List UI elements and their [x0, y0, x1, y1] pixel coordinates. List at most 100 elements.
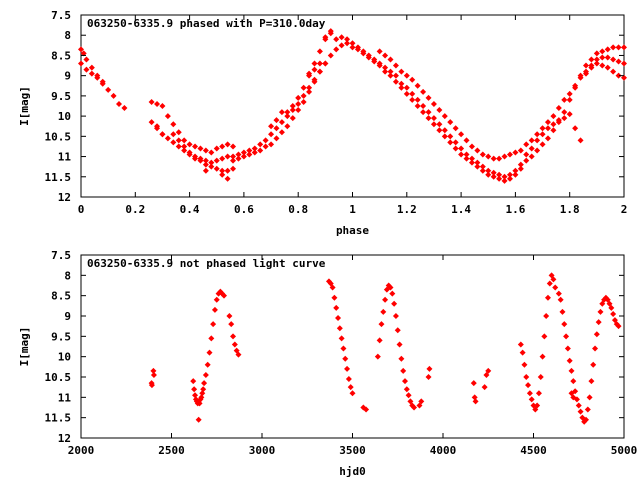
data-point — [411, 404, 418, 411]
data-point — [268, 131, 275, 138]
data-point — [398, 68, 405, 75]
data-point — [110, 92, 117, 99]
data-point — [170, 139, 177, 146]
data-point — [544, 294, 551, 301]
data-point — [208, 335, 215, 342]
data-point — [593, 56, 600, 63]
data-point — [344, 36, 351, 43]
data-point — [463, 137, 470, 144]
data-point — [452, 125, 459, 132]
data-point — [220, 292, 227, 299]
data-point — [202, 161, 209, 168]
data-point — [175, 143, 182, 150]
data-point — [273, 125, 280, 132]
data-point — [481, 384, 488, 391]
data-point — [468, 159, 475, 166]
data-point — [159, 103, 166, 109]
y-tick-label: 8 — [64, 29, 71, 42]
data-point — [392, 62, 399, 69]
data-point — [403, 72, 410, 79]
data-point — [363, 406, 370, 413]
data-point — [593, 60, 600, 67]
data-point — [338, 335, 345, 342]
data-point — [555, 290, 562, 297]
data-point — [577, 72, 584, 79]
data-point — [278, 119, 285, 126]
data-point — [208, 163, 215, 170]
data-point — [550, 121, 557, 128]
phased-light-curve-panel: 0 0.2 0.4 0.6 0.8 1 1.2 1.4 1.6 1.8 2 7.5 8 8.5 9 9.5 10… — [18, 9, 627, 237]
data-point — [197, 155, 204, 162]
data-point — [519, 349, 526, 356]
data-point — [561, 321, 568, 328]
data-point — [557, 296, 564, 303]
data-point — [230, 143, 237, 150]
data-point — [528, 396, 535, 403]
data-point — [593, 331, 600, 338]
data-points — [148, 272, 622, 425]
data-point — [164, 135, 171, 142]
data-point — [311, 78, 318, 85]
data-point — [608, 304, 615, 311]
data-point — [543, 313, 550, 319]
data-point — [295, 100, 302, 107]
data-point — [403, 90, 410, 97]
data-point — [311, 66, 318, 73]
data-point — [599, 48, 606, 55]
y-tick-label: 11 — [58, 151, 72, 164]
data-point — [485, 367, 492, 374]
data-point — [552, 284, 559, 291]
data-point — [192, 153, 199, 160]
data-point — [436, 121, 443, 128]
y-tick-label: 10.5 — [45, 130, 72, 143]
data-point — [471, 394, 478, 401]
data-point — [329, 284, 336, 291]
data-point — [213, 157, 220, 164]
data-point — [333, 36, 340, 43]
data-point — [300, 92, 307, 99]
data-point — [468, 143, 475, 150]
data-point — [447, 133, 454, 140]
data-point — [240, 149, 247, 156]
data-point — [425, 94, 432, 101]
data-point — [523, 157, 530, 164]
data-point — [347, 384, 354, 391]
data-point — [327, 52, 334, 59]
data-point — [534, 402, 541, 409]
x-tick-label: 1 — [349, 203, 356, 216]
y-axis-label: I[mag] — [18, 327, 31, 367]
data-point — [331, 294, 338, 301]
data-point — [335, 315, 342, 322]
data-point — [537, 374, 544, 380]
data-point — [512, 171, 519, 178]
data-point — [365, 54, 372, 61]
plot-frame — [80, 254, 625, 439]
data-point — [306, 84, 313, 91]
data-point — [83, 56, 90, 63]
data-point — [582, 416, 589, 423]
data-point — [588, 64, 595, 71]
data-point — [333, 46, 340, 53]
data-point — [566, 96, 573, 103]
data-point — [485, 171, 492, 178]
y-tick-label: 10 — [58, 110, 71, 123]
data-point — [295, 94, 302, 101]
data-point — [517, 165, 524, 172]
data-point — [202, 167, 209, 174]
y-tick-label: 9 — [64, 310, 71, 323]
data-point — [610, 44, 617, 51]
data-point — [257, 147, 264, 154]
data-point — [387, 72, 394, 79]
data-point — [425, 374, 432, 380]
data-point — [561, 115, 568, 122]
data-point — [568, 367, 575, 374]
data-point — [99, 78, 106, 85]
data-point — [564, 345, 571, 352]
data-point — [430, 100, 437, 107]
data-point — [316, 60, 323, 67]
data-point — [387, 56, 394, 63]
data-point — [300, 84, 307, 91]
data-point — [345, 376, 352, 383]
data-point — [496, 171, 503, 178]
